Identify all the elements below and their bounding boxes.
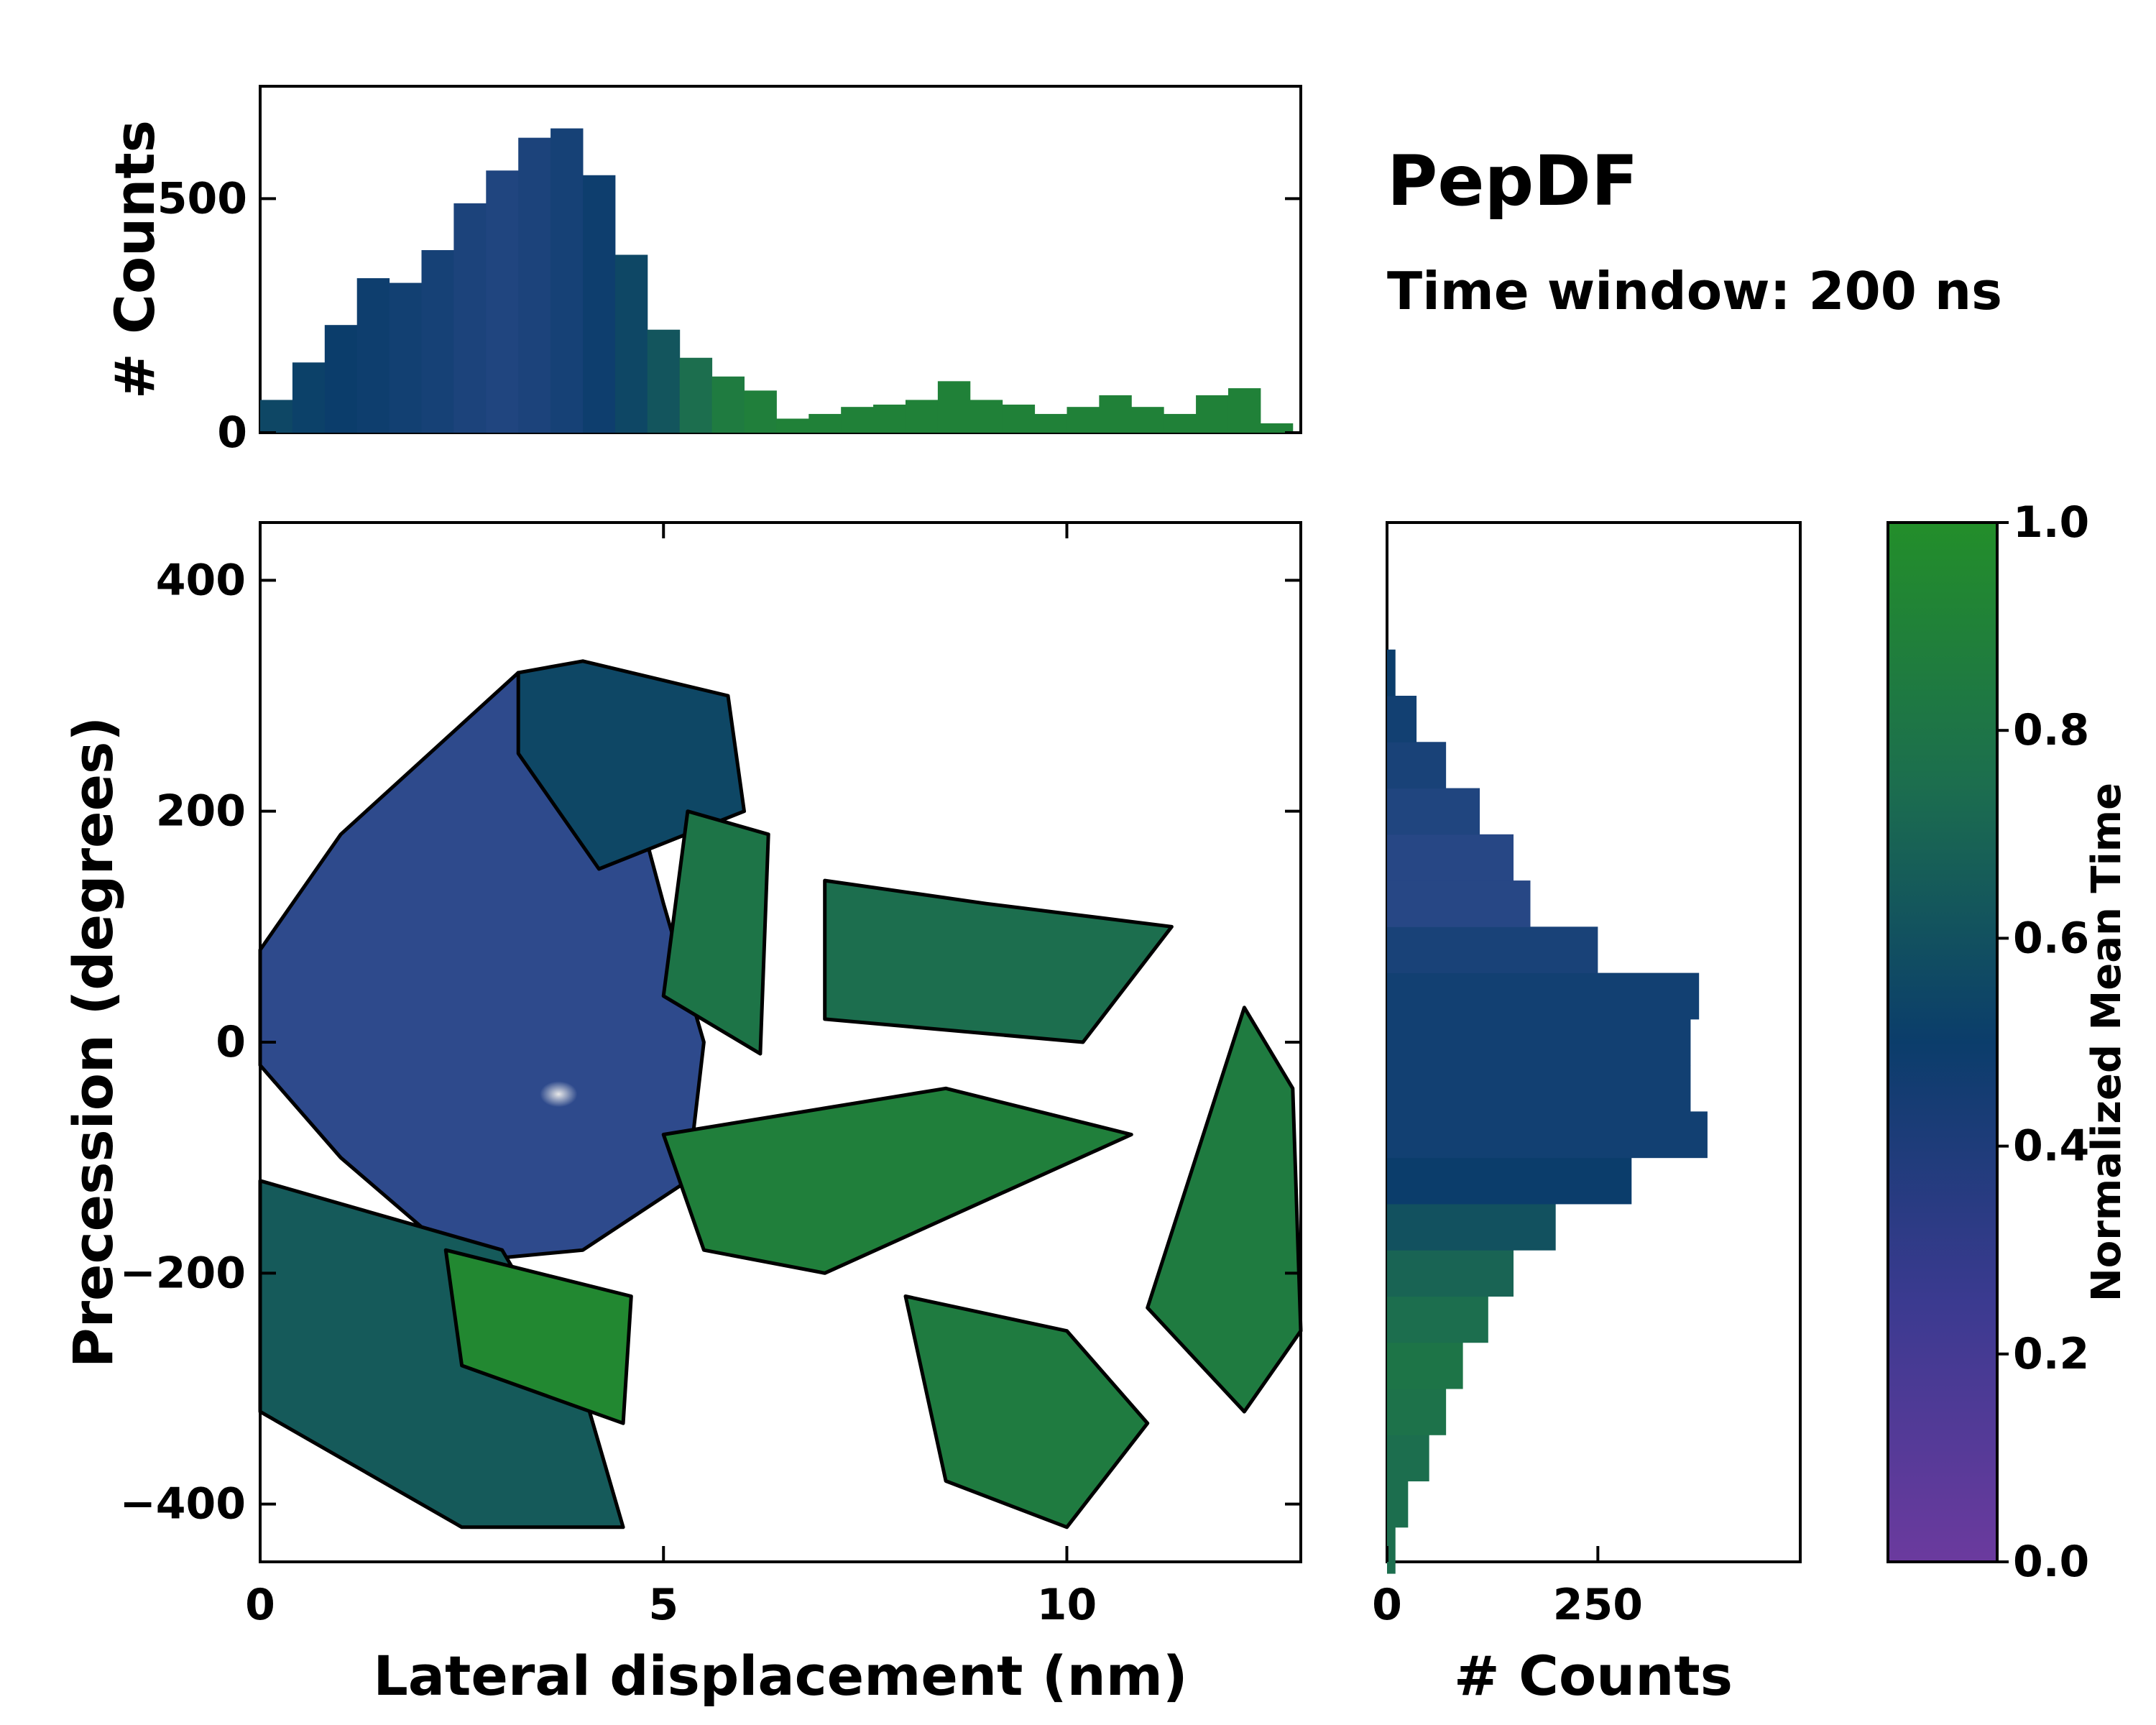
right-histogram-bar <box>1387 1111 1708 1159</box>
right-histogram-bar <box>1387 1250 1514 1297</box>
right-histogram-bar <box>1387 742 1447 789</box>
right-x-tick-label: 0 <box>1372 1580 1402 1630</box>
top-histogram-bar <box>744 390 777 433</box>
top-histogram-bar <box>260 400 293 433</box>
top-histogram-bar <box>1067 407 1100 433</box>
top-histogram-bar <box>1002 404 1036 433</box>
colorbar-tick-label: 0.0 <box>2013 1537 2089 1587</box>
right-histogram: 0 250 # Counts <box>1372 521 1802 1708</box>
density-peak-marker <box>540 1081 578 1108</box>
colorbar-gradient <box>1886 521 1999 1563</box>
top-histogram-bar <box>389 282 422 433</box>
top-histogram-bar <box>582 175 616 433</box>
top-histogram-bar <box>421 249 454 433</box>
colorbar-tick-label: 0.2 <box>2013 1329 2089 1379</box>
top-y-tick-label: 0 <box>217 408 247 458</box>
right-histogram-bar <box>1387 834 1514 881</box>
colorbar-tick-label: 1.0 <box>2013 497 2089 548</box>
chart-subtitle: Time window: 200 ns <box>1387 261 2002 321</box>
right-histogram-bar <box>1387 788 1480 835</box>
main-heatmap: 0 5 10 −400 −200 0 200 400 Lateral displacemen… <box>61 521 1303 1708</box>
top-histogram-bar <box>841 407 874 433</box>
colorbar-label: Normalized Mean Time <box>2083 783 2130 1302</box>
right-histogram-x-ticks: 0 250 <box>1372 1546 1643 1630</box>
top-histogram-bar <box>486 170 519 433</box>
right-histogram-bar <box>1387 1157 1632 1205</box>
colorbar-tick-label: 0.4 <box>2013 1121 2089 1172</box>
top-histogram-bar <box>969 400 1003 433</box>
top-histogram-bar <box>1227 388 1261 433</box>
right-histogram-bars <box>1387 649 1708 1574</box>
heatmap-region <box>443 1248 633 1425</box>
main-y-tick-label: 400 <box>156 555 246 605</box>
top-histogram-bar <box>937 381 971 433</box>
main-y-tick-label: −400 <box>119 1479 246 1530</box>
top-histogram-bars <box>260 128 1294 433</box>
top-histogram-bar <box>1131 407 1164 433</box>
main-x-tick-label: 0 <box>245 1580 275 1630</box>
top-histogram-y-ticks: 0 500 <box>157 173 1301 458</box>
right-histogram-bar <box>1387 1203 1556 1251</box>
top-histogram-bar <box>679 357 713 433</box>
top-histogram-bar <box>711 376 745 433</box>
right-histogram-bar <box>1387 1296 1488 1343</box>
main-heatmap-ylabel: Precession (degrees) <box>61 717 125 1368</box>
heatmap-region <box>903 1294 1150 1530</box>
top-histogram-bar <box>550 128 584 433</box>
top-histogram-bar <box>614 254 648 433</box>
main-y-tick-label: 0 <box>216 1017 246 1067</box>
right-histogram-bar <box>1387 1389 1447 1435</box>
right-histogram-bar <box>1387 1481 1409 1528</box>
heatmap-region <box>661 809 770 1056</box>
top-histogram-bar <box>873 404 906 433</box>
right-histogram-bar <box>1387 926 1598 974</box>
top-histogram-ylabel: # Counts <box>103 120 167 399</box>
colorbar-tick-label: 0.8 <box>2013 705 2089 755</box>
main-x-tick-label: 5 <box>648 1580 678 1630</box>
right-histogram-bar <box>1387 1435 1429 1482</box>
colorbar-tick-label: 0.6 <box>2013 913 2089 963</box>
right-histogram-xlabel: # Counts <box>1454 1644 1733 1708</box>
top-histogram: 0 500 # Counts <box>103 85 1302 458</box>
heatmap-region <box>661 1086 1133 1275</box>
right-histogram-bar <box>1387 1342 1463 1389</box>
heatmap-region <box>258 1179 625 1530</box>
right-x-tick-label: 250 <box>1553 1580 1643 1630</box>
top-histogram-bar <box>1196 395 1229 433</box>
main-x-tick-label: 10 <box>1037 1580 1097 1630</box>
right-histogram-bar <box>1387 1065 1691 1112</box>
main-heatmap-x-ticks: 0 5 10 <box>245 523 1097 1630</box>
top-histogram-bar <box>1099 395 1132 433</box>
main-heatmap-y-ticks: −400 −200 0 200 400 <box>119 555 1301 1530</box>
chart-title: PepDF <box>1387 141 1638 221</box>
top-histogram-bar <box>808 413 842 433</box>
main-y-tick-label: 200 <box>156 786 246 837</box>
heatmap-region <box>823 878 1174 1044</box>
colorbar: 0.0 0.2 0.4 0.6 0.8 1.0 Normalized Mean Time <box>1886 497 2130 1587</box>
right-histogram-bar <box>1387 972 1700 1020</box>
right-histogram-bar <box>1387 1018 1691 1066</box>
top-histogram-bar <box>905 400 939 433</box>
top-histogram-bar <box>356 278 390 433</box>
main-heatmap-xlabel: Lateral displacement (nm) <box>373 1644 1187 1708</box>
colorbar-ticks: 0.0 0.2 0.4 0.6 0.8 1.0 <box>1997 497 2089 1587</box>
top-histogram-bar <box>292 362 326 433</box>
top-histogram-bar <box>518 137 551 433</box>
top-y-tick-label: 500 <box>157 173 247 224</box>
main-y-tick-label: −200 <box>119 1248 246 1298</box>
top-histogram-bar <box>324 325 358 433</box>
top-histogram-bar <box>453 203 487 433</box>
right-histogram-bar <box>1387 649 1396 696</box>
right-histogram-bar <box>1387 696 1417 742</box>
top-histogram-bar <box>1164 413 1197 433</box>
right-histogram-bar <box>1387 1527 1396 1574</box>
top-histogram-bar <box>776 418 809 433</box>
top-histogram-bar <box>1260 423 1294 433</box>
heatmap-region <box>1146 1006 1303 1414</box>
right-histogram-bar <box>1387 880 1531 927</box>
heatmap-regions <box>258 659 1303 1530</box>
top-histogram-bar <box>647 329 681 433</box>
top-histogram-bar <box>1034 413 1067 433</box>
